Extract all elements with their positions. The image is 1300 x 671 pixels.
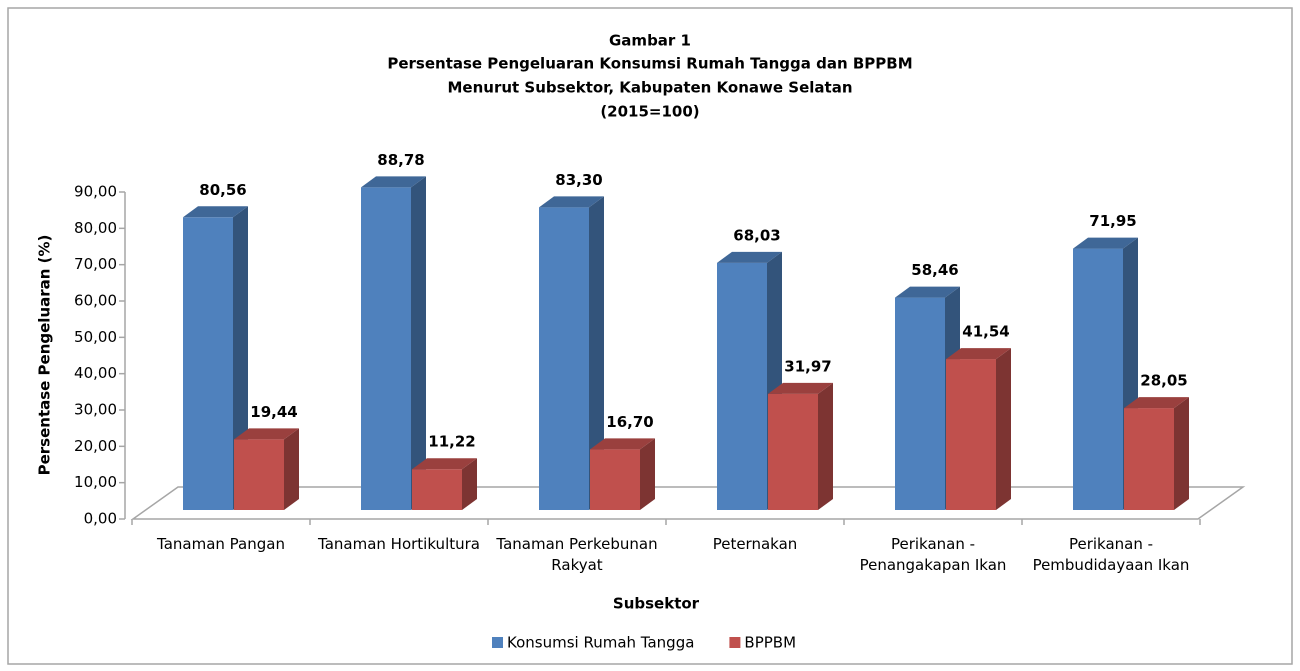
data-label: 28,05	[1140, 372, 1187, 390]
bar-front	[412, 469, 462, 510]
x-axis-title: Subsektor	[613, 595, 700, 613]
floor	[130, 486, 1246, 520]
bar-front	[946, 359, 996, 510]
y-tick-label: 80,00	[74, 219, 117, 237]
bar-top	[361, 176, 426, 188]
data-label: 58,46	[911, 261, 958, 279]
bar-top	[412, 458, 477, 470]
data-label: 83,30	[555, 171, 602, 189]
x-tick-label: Perikanan - Penangakapan Ikan	[859, 535, 1007, 574]
data-label: 68,03	[733, 226, 780, 244]
x-tick-label-box: Perikanan - Pembudidayaan Ikan	[1032, 535, 1190, 574]
bar-top	[768, 382, 833, 394]
chart-title: (2015=100)	[600, 103, 699, 121]
bar-top	[1124, 397, 1189, 409]
chart-title: Menurut Subsektor, Kabupaten Konawe Sela…	[447, 79, 852, 97]
y-tick-label: 0,00	[84, 510, 117, 528]
x-tick-label-box: Perikanan - Penangakapan Ikan	[859, 535, 1007, 574]
x-tick-label-box: Tanaman Hortikultura	[318, 535, 480, 553]
bar-side	[284, 428, 299, 510]
bar-top	[946, 348, 1011, 360]
bar	[768, 382, 833, 510]
legend-swatch	[492, 637, 503, 648]
x-tick-label-box: Tanaman Perkebunan Rakyat	[496, 535, 658, 574]
y-tick-label: 40,00	[74, 364, 117, 382]
bar-side	[1174, 397, 1189, 510]
bar-top	[590, 438, 655, 450]
x-tick-label: Perikanan - Pembudidayaan Ikan	[1032, 535, 1190, 574]
legend-swatch	[729, 637, 741, 648]
data-label: 11,22	[428, 433, 475, 451]
bar	[590, 438, 655, 510]
bar-front	[768, 393, 818, 510]
bar-side	[996, 348, 1011, 510]
bar-front	[1124, 408, 1174, 510]
bar-side	[818, 382, 833, 510]
bar	[1124, 397, 1189, 510]
bar	[234, 428, 299, 510]
data-label: 41,54	[962, 323, 1009, 341]
data-label: 31,97	[784, 357, 831, 375]
bar-top	[1073, 237, 1138, 249]
x-tick-label: Tanaman Perkebunan Rakyat	[496, 535, 658, 574]
bar-front	[234, 439, 284, 510]
bar	[412, 458, 477, 510]
bar-front	[361, 187, 411, 510]
bar-top	[539, 196, 604, 208]
bar-front	[1073, 248, 1123, 510]
chart-title: Persentase Pengeluaran Konsumsi Rumah Ta…	[387, 55, 912, 73]
bar-side	[589, 196, 604, 511]
bar-front	[539, 207, 589, 511]
data-label: 71,95	[1089, 212, 1136, 230]
bar	[539, 196, 604, 511]
bar-front	[183, 217, 233, 511]
y-tick-label: 30,00	[74, 401, 117, 419]
legend-label: Konsumsi Rumah Tangga	[507, 634, 694, 652]
bar-side	[462, 458, 477, 510]
x-tick-label: Peternakan	[712, 535, 798, 553]
x-tick-label: Tanaman Hortikultura	[318, 535, 480, 553]
y-tick-label: 50,00	[74, 328, 117, 346]
bar-top	[717, 251, 782, 263]
x-tick-label: Tanaman Pangan	[157, 535, 285, 553]
bar	[361, 176, 426, 510]
y-tick-label: 70,00	[74, 255, 117, 273]
bar-front	[717, 262, 767, 510]
bar-front	[590, 449, 640, 510]
y-tick-label: 10,00	[74, 473, 117, 491]
chart-title: Gambar 1	[609, 32, 691, 50]
bar-side	[411, 176, 426, 510]
data-label: 88,78	[377, 151, 424, 169]
x-tick-label-box: Peternakan	[712, 535, 798, 553]
bar-top	[895, 286, 960, 298]
y-tick-label: 20,00	[74, 437, 117, 455]
x-tick-label-box: Tanaman Pangan	[157, 535, 285, 553]
legend-label: BPPBM	[744, 634, 796, 652]
bar-front	[895, 297, 945, 510]
bar-top	[234, 428, 299, 440]
y-axis-title: Persentase Pengeluaran (%)	[36, 235, 54, 476]
data-label: 19,44	[250, 403, 297, 421]
y-tick-label: 90,00	[74, 183, 117, 201]
bar-top	[183, 206, 248, 218]
bar-side	[640, 438, 655, 510]
bar	[946, 348, 1011, 510]
data-label: 16,70	[606, 413, 653, 431]
data-label: 80,56	[199, 181, 246, 199]
y-tick-label: 60,00	[74, 292, 117, 310]
